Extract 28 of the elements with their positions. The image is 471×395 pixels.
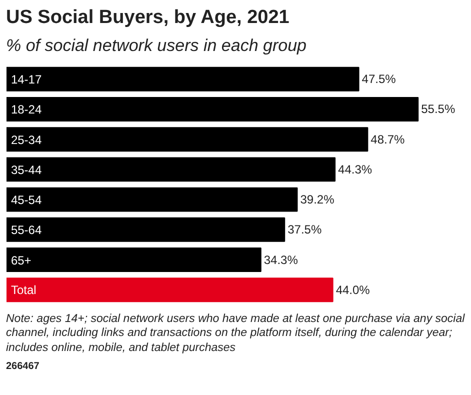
y-tick-label: Total [10,282,36,297]
data-label: 48.7% [370,132,406,146]
bar [6,96,419,122]
y-tick-label: 25-34 [10,132,42,147]
y-tick-label: 35-44 [10,162,42,177]
text: Note: ages 14+; social network users who have made at least one purchase via any social channel, including links and transactions on the platform itself, during the calendar year; includes online, mobile, and tablet purchases [6,312,466,356]
chart-title: US Social Buyers, by Age, 2021 [6,6,290,30]
data-label: 55.5% [421,102,456,116]
bar [6,157,336,182]
data-label: 39.2% [300,192,335,207]
data-label: 44.0% [336,282,370,297]
data-label: 34.3% [264,252,298,267]
chart-subtitle: % of social network users in each group [6,35,306,58]
bar [6,127,368,152]
bar [6,278,334,302]
y-tick-label: 45-54 [10,193,42,208]
bar [6,217,286,242]
y-tick-label: 14-17 [10,72,42,87]
y-tick-label: 18-24 [10,102,42,117]
y-tick-label: 65+ [10,253,32,268]
data-label: 44.3% [338,162,372,176]
y-tick-label: 55-64 [10,223,42,238]
bar [6,187,298,212]
text: 266467 [6,360,40,374]
bar [6,66,360,92]
bar [6,248,262,272]
data-label: 47.5% [362,72,396,86]
data-label: 37.5% [288,222,322,237]
